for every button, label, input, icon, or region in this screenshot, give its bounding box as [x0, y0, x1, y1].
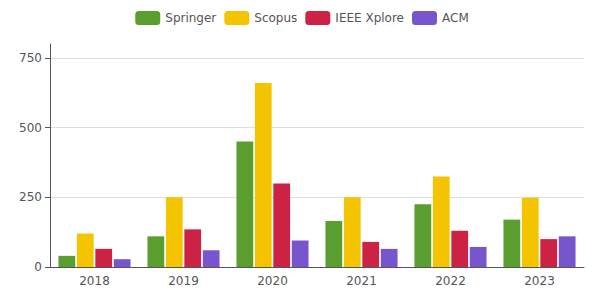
svg-text:0: 0: [34, 260, 42, 274]
svg-text:2022: 2022: [435, 274, 466, 288]
svg-text:IEEE Xplore: IEEE Xplore: [335, 11, 404, 25]
svg-text:2020: 2020: [257, 274, 288, 288]
svg-text:Scopus: Scopus: [254, 11, 297, 25]
svg-text:750: 750: [19, 51, 42, 65]
svg-text:ACM: ACM: [442, 11, 469, 25]
svg-text:500: 500: [19, 121, 42, 135]
svg-text:2021: 2021: [346, 274, 377, 288]
svg-text:Springer: Springer: [165, 11, 216, 25]
svg-text:2018: 2018: [79, 274, 110, 288]
svg-text:250: 250: [19, 190, 42, 204]
svg-text:2019: 2019: [168, 274, 199, 288]
svg-text:2023: 2023: [524, 274, 555, 288]
